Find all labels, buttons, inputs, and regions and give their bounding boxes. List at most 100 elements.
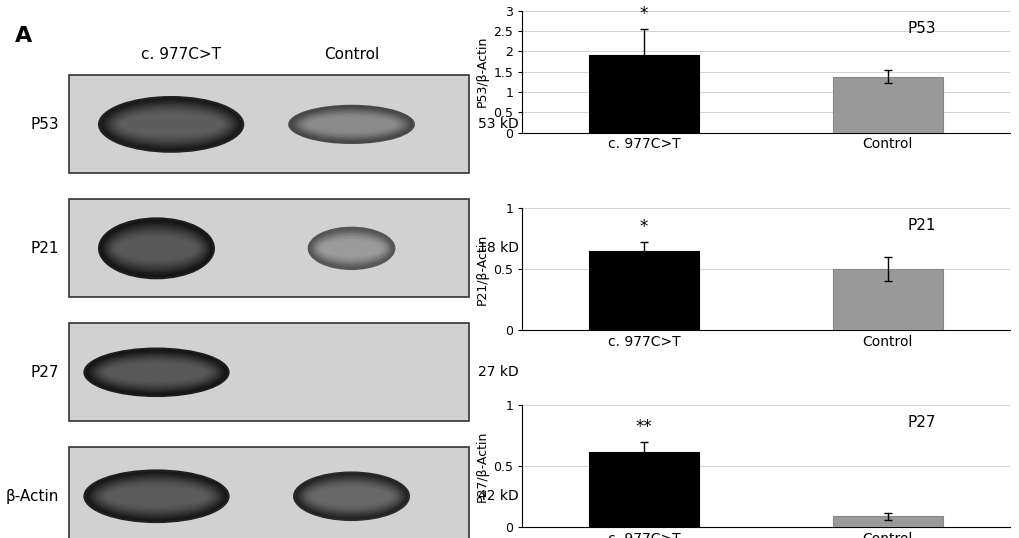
Ellipse shape [302,113,401,136]
Ellipse shape [315,234,387,263]
Y-axis label: P21/β-Actin: P21/β-Actin [476,233,488,305]
Ellipse shape [314,233,389,264]
Ellipse shape [84,469,229,523]
Ellipse shape [104,224,209,273]
FancyBboxPatch shape [68,323,468,421]
Ellipse shape [299,111,404,137]
Ellipse shape [96,356,217,388]
Ellipse shape [121,114,221,135]
Text: *: * [639,218,648,236]
Ellipse shape [111,106,231,143]
Text: P27: P27 [31,365,59,380]
Y-axis label: P27/β-Actin: P27/β-Actin [476,430,488,502]
Text: P53: P53 [907,20,935,36]
Text: A: A [15,26,33,46]
Ellipse shape [86,471,227,521]
Ellipse shape [116,110,226,139]
Text: 42 kD: 42 kD [478,489,519,503]
Text: *: * [639,5,648,23]
Ellipse shape [297,110,406,138]
Ellipse shape [292,471,410,521]
Ellipse shape [86,349,227,395]
Ellipse shape [94,477,219,515]
Ellipse shape [287,105,415,144]
Ellipse shape [94,355,219,390]
Text: **: ** [635,418,652,436]
Ellipse shape [321,240,381,257]
Text: 18 kD: 18 kD [478,242,519,256]
Ellipse shape [91,353,222,392]
FancyBboxPatch shape [68,199,468,298]
Ellipse shape [114,235,199,262]
Ellipse shape [301,478,401,514]
Ellipse shape [89,351,224,394]
Ellipse shape [102,222,211,275]
Y-axis label: P53/β-Actin: P53/β-Actin [476,36,488,108]
Bar [589,55,698,132]
FancyBboxPatch shape [68,447,468,538]
Ellipse shape [100,220,213,277]
Text: P21: P21 [31,241,59,256]
Ellipse shape [118,112,223,137]
Ellipse shape [101,483,212,510]
Text: 27 kD: 27 kD [478,365,519,379]
Ellipse shape [106,486,207,506]
Ellipse shape [320,239,383,258]
Text: P53: P53 [31,117,59,132]
Ellipse shape [309,485,393,507]
Ellipse shape [311,487,391,505]
Ellipse shape [99,480,214,512]
Bar [833,516,942,527]
Ellipse shape [112,232,201,264]
Bar [833,269,942,330]
Ellipse shape [317,236,386,261]
Bar [833,76,942,132]
Ellipse shape [99,358,214,387]
Ellipse shape [116,237,197,260]
Text: β-Actin: β-Actin [5,489,59,504]
Ellipse shape [312,231,390,265]
Ellipse shape [113,108,228,141]
Ellipse shape [294,473,408,519]
Ellipse shape [305,482,397,511]
Ellipse shape [304,115,399,134]
Text: Control: Control [324,47,379,62]
Ellipse shape [106,226,207,271]
Bar [589,251,698,330]
Ellipse shape [106,363,207,381]
Ellipse shape [106,102,236,147]
Text: c. 977C>T: c. 977C>T [141,47,221,62]
Ellipse shape [108,104,233,145]
Ellipse shape [306,116,396,133]
Text: 53 kD: 53 kD [478,117,519,131]
Ellipse shape [103,100,238,149]
Ellipse shape [108,228,205,268]
FancyBboxPatch shape [68,75,468,173]
Ellipse shape [297,475,406,518]
Ellipse shape [101,359,212,385]
Ellipse shape [303,480,399,512]
Ellipse shape [89,473,224,519]
Bar [589,452,698,527]
Ellipse shape [311,230,392,267]
Ellipse shape [96,479,217,514]
Ellipse shape [308,226,395,270]
Ellipse shape [104,362,209,383]
Ellipse shape [292,108,410,141]
Ellipse shape [101,98,242,151]
Ellipse shape [318,237,384,259]
Ellipse shape [110,230,203,266]
Ellipse shape [91,475,222,518]
Ellipse shape [98,217,215,279]
Ellipse shape [84,348,229,397]
Ellipse shape [308,117,394,132]
Ellipse shape [294,109,408,140]
Ellipse shape [299,477,404,516]
Text: P27: P27 [907,415,935,430]
Text: P21: P21 [907,218,935,233]
Ellipse shape [104,484,209,508]
Ellipse shape [98,96,244,153]
Ellipse shape [309,228,393,268]
Ellipse shape [307,484,395,509]
Ellipse shape [290,106,413,143]
